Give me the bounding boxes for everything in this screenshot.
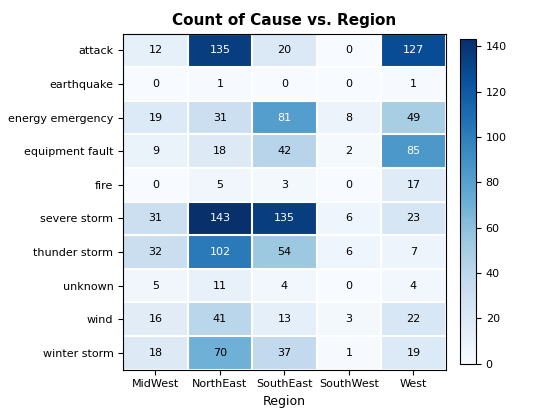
Text: 20: 20 bbox=[277, 45, 292, 55]
Text: 6: 6 bbox=[346, 213, 352, 223]
Text: 0: 0 bbox=[152, 79, 159, 89]
Text: 22: 22 bbox=[407, 314, 421, 324]
Text: 3: 3 bbox=[281, 180, 288, 190]
Text: 0: 0 bbox=[152, 180, 159, 190]
Text: 4: 4 bbox=[410, 281, 417, 291]
Text: 1: 1 bbox=[346, 348, 352, 358]
Text: 18: 18 bbox=[213, 146, 227, 156]
Text: 0: 0 bbox=[346, 281, 352, 291]
Text: 7: 7 bbox=[410, 247, 417, 257]
Text: 0: 0 bbox=[346, 180, 352, 190]
Text: 12: 12 bbox=[148, 45, 162, 55]
Text: 81: 81 bbox=[277, 113, 292, 123]
Text: 11: 11 bbox=[213, 281, 227, 291]
Text: 1: 1 bbox=[216, 79, 223, 89]
Text: 102: 102 bbox=[209, 247, 231, 257]
Text: 54: 54 bbox=[277, 247, 292, 257]
Text: 2: 2 bbox=[346, 146, 352, 156]
Text: 37: 37 bbox=[277, 348, 292, 358]
Text: 0: 0 bbox=[346, 79, 352, 89]
Text: 31: 31 bbox=[148, 213, 162, 223]
Text: 127: 127 bbox=[403, 45, 424, 55]
Text: 8: 8 bbox=[346, 113, 352, 123]
Text: 18: 18 bbox=[148, 348, 162, 358]
Text: 4: 4 bbox=[281, 281, 288, 291]
Text: 19: 19 bbox=[407, 348, 421, 358]
Text: 5: 5 bbox=[216, 180, 223, 190]
Y-axis label: Cause: Cause bbox=[0, 182, 3, 221]
Text: 143: 143 bbox=[209, 213, 231, 223]
Text: 135: 135 bbox=[209, 45, 230, 55]
Text: 9: 9 bbox=[152, 146, 159, 156]
Title: Count of Cause vs. Region: Count of Cause vs. Region bbox=[172, 13, 396, 28]
Text: 16: 16 bbox=[148, 314, 162, 324]
Text: 5: 5 bbox=[152, 281, 159, 291]
Text: 135: 135 bbox=[274, 213, 295, 223]
X-axis label: Region: Region bbox=[263, 395, 306, 408]
Text: 13: 13 bbox=[277, 314, 291, 324]
Text: 49: 49 bbox=[407, 113, 421, 123]
Text: 3: 3 bbox=[346, 314, 352, 324]
Text: 70: 70 bbox=[213, 348, 227, 358]
Text: 41: 41 bbox=[213, 314, 227, 324]
Text: 23: 23 bbox=[407, 213, 421, 223]
Text: 31: 31 bbox=[213, 113, 227, 123]
Text: 0: 0 bbox=[281, 79, 288, 89]
Text: 17: 17 bbox=[407, 180, 421, 190]
Text: 32: 32 bbox=[148, 247, 162, 257]
Text: 85: 85 bbox=[407, 146, 421, 156]
Text: 1: 1 bbox=[410, 79, 417, 89]
Text: 19: 19 bbox=[148, 113, 162, 123]
Text: 6: 6 bbox=[346, 247, 352, 257]
Text: 42: 42 bbox=[277, 146, 292, 156]
Text: 0: 0 bbox=[346, 45, 352, 55]
